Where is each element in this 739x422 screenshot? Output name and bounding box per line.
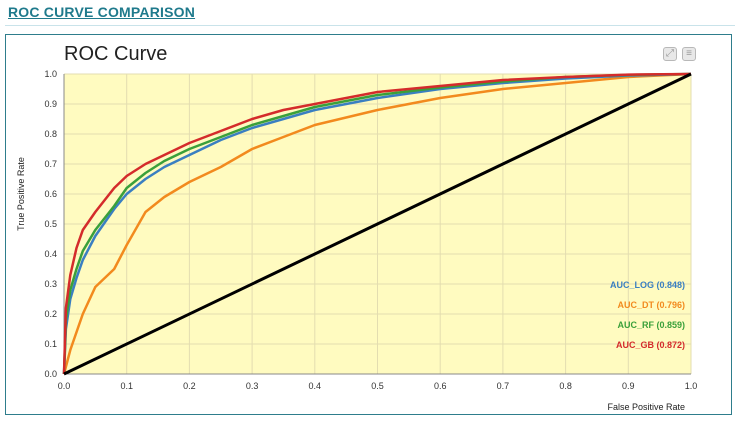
legend-item[interactable]: AUC_LOG (0.848) [610,280,685,290]
menu-icon[interactable]: ≡ [682,47,696,61]
y-tick-label: 0.2 [44,309,57,319]
x-tick-label: 0.4 [309,381,322,391]
series-line-3 [62,72,692,375]
chart-container: ROC Curve ⤢ ≡ 0.0 0.1 0.2 0.3 0.4 0.5 0.6 0.7 0.… [5,34,732,415]
y-tick-label: 0.7 [44,159,57,169]
series-line-1 [62,72,692,375]
x-tick-label: 0.7 [497,381,510,391]
y-tick-label: 0.9 [44,99,57,109]
x-axis-label: False Positive Rate [607,402,685,412]
series-line-0 [62,72,692,375]
x-tick-label: 0.3 [246,381,259,391]
y-tick-label: 0.8 [44,129,57,139]
x-tick-label: 0.6 [434,381,447,391]
x-tick-label: 0.0 [58,381,71,391]
x-tick-label: 0.5 [371,381,384,391]
x-tick-label: 0.2 [183,381,196,391]
legend-item[interactable]: AUC_GB (0.872) [616,340,685,350]
title-divider [5,25,735,26]
diagonal-reference-line [63,72,692,376]
y-tick-label: 0.1 [44,339,57,349]
y-tick-label: 1.0 [44,69,57,79]
x-tick-label: 0.1 [120,381,133,391]
y-tick-label: 0.0 [44,369,57,379]
legend-item[interactable]: AUC_RF (0.859) [617,320,685,330]
page-title: ROC CURVE COMPARISON [8,4,196,20]
chart-title: ROC Curve [64,43,168,65]
y-tick-label: 0.5 [44,219,57,229]
x-tick-label: 0.9 [622,381,635,391]
y-axis-label: True Positive Rate [16,157,26,231]
expand-icon[interactable]: ⤢ [663,47,677,61]
legend-item[interactable]: AUC_DT (0.796) [617,300,685,310]
y-tick-label: 0.4 [44,249,57,259]
y-tick-label: 0.3 [44,279,57,289]
roc-chart: 0.0 0.1 0.2 0.3 0.4 0.5 0.6 0.7 0.8 0.9 1.0 0.0 0.1 0… [16,69,698,412]
x-tick-label: 0.8 [559,381,572,391]
series-line-2 [62,72,692,375]
y-tick-label: 0.6 [44,189,57,199]
x-tick-label: 1.0 [685,381,698,391]
